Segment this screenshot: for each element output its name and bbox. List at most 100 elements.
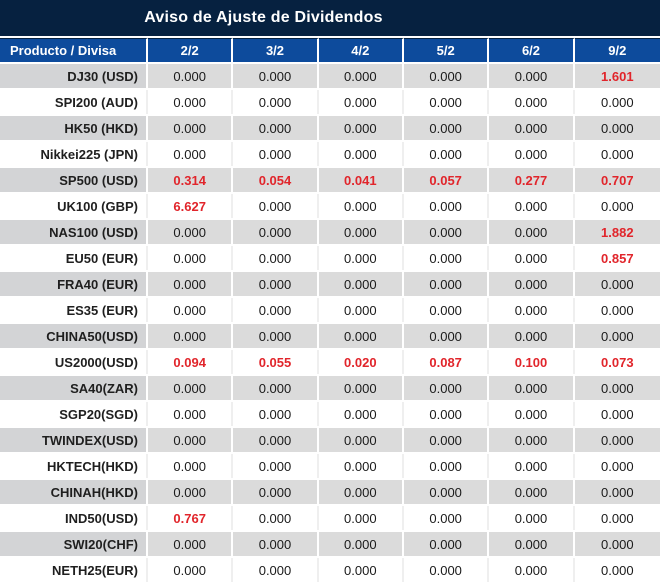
- adjustment-value-cell: 0.000: [318, 324, 404, 348]
- adjustment-value-cell: 0.000: [403, 116, 490, 140]
- adjustment-value-cell: 0.000: [233, 220, 319, 244]
- product-cell: HK50 (HKD): [0, 116, 148, 140]
- adjustment-value-cell: 0.000: [403, 272, 490, 296]
- adjustment-value-cell: 0.000: [148, 272, 234, 296]
- adjustment-value-cell: 0.000: [574, 480, 660, 504]
- table-row: Nikkei225 (JPN) 0.000 0.000 0.000 0.000 0.000…: [0, 142, 660, 166]
- table-row: SA40(ZAR) 0.000 0.000 0.000 0.000 0.000 0.000: [0, 376, 660, 400]
- table-row: HKTECH(HKD) 0.000 0.000 0.000 0.000 0.000 0.00…: [0, 454, 660, 478]
- adjustment-value-cell: 0.000: [489, 558, 575, 582]
- adjustment-value-cell: 0.000: [403, 298, 490, 322]
- adjustment-value-cell: 0.000: [574, 194, 660, 218]
- product-cell: CHINAH(HKD): [0, 480, 148, 504]
- adjustment-value-cell: 0.000: [233, 116, 319, 140]
- adjustment-value-cell-highlighted: 0.100: [489, 350, 575, 374]
- adjustment-value-cell: 0.000: [489, 194, 575, 218]
- table-row: SWI20(CHF) 0.000 0.000 0.000 0.000 0.000 0.000: [0, 532, 660, 556]
- adjustment-value-cell: 0.000: [574, 506, 660, 530]
- table-row: NETH25(EUR) 0.000 0.000 0.000 0.000 0.000 0.00…: [0, 558, 660, 582]
- adjustment-value-cell: 0.000: [148, 90, 234, 114]
- table-row: SPI200 (AUD) 0.000 0.000 0.000 0.000 0.000 0.0…: [0, 90, 660, 114]
- page-title: Aviso de Ajuste de Dividendos: [144, 9, 383, 26]
- adjustment-value-cell: 0.000: [233, 402, 319, 426]
- adjustment-value-cell: 0.000: [233, 532, 319, 556]
- adjustment-value-cell: 0.000: [318, 220, 404, 244]
- adjustment-value-cell: 0.000: [148, 532, 234, 556]
- product-cell: SWI20(CHF): [0, 532, 148, 556]
- column-header-date-6: 9/2: [574, 38, 660, 62]
- product-cell: Nikkei225 (JPN): [0, 142, 148, 166]
- adjustment-value-cell-highlighted: 0.277: [489, 168, 575, 192]
- adjustment-value-cell: 0.000: [148, 480, 234, 504]
- adjustment-value-cell: 0.000: [574, 324, 660, 348]
- adjustment-value-cell: 0.000: [318, 480, 404, 504]
- adjustment-value-cell-highlighted: 0.314: [148, 168, 234, 192]
- product-cell: ES35 (EUR): [0, 298, 148, 322]
- adjustment-value-cell: 0.000: [148, 558, 234, 582]
- column-header-date-3: 4/2: [318, 38, 404, 62]
- column-header-date-2: 3/2: [233, 38, 319, 62]
- adjustment-value-cell: 0.000: [148, 220, 234, 244]
- product-cell: EU50 (EUR): [0, 246, 148, 270]
- adjustment-value-cell: 0.000: [318, 402, 404, 426]
- adjustment-value-cell: 0.000: [574, 428, 660, 452]
- column-header-product: Producto / Divisa: [0, 38, 148, 62]
- table-row: EU50 (EUR) 0.000 0.000 0.000 0.000 0.000 0.857: [0, 246, 660, 270]
- table-row: CHINAH(HKD) 0.000 0.000 0.000 0.000 0.000 0.00…: [0, 480, 660, 504]
- adjustment-value-cell: 0.000: [574, 532, 660, 556]
- adjustment-value-cell: 0.000: [233, 454, 319, 478]
- adjustment-value-cell-highlighted: 0.767: [148, 506, 234, 530]
- adjustment-value-cell: 0.000: [318, 506, 404, 530]
- adjustment-value-cell: 0.000: [148, 454, 234, 478]
- adjustment-value-cell: 0.000: [574, 376, 660, 400]
- adjustment-value-cell: 0.000: [489, 428, 575, 452]
- product-cell: SGP20(SGD): [0, 402, 148, 426]
- adjustment-value-cell: 0.000: [403, 376, 490, 400]
- adjustment-value-cell-highlighted: 1.601: [574, 64, 660, 88]
- table-header-row: Producto / Divisa 2/2 3/2 4/2 5/2 6/2 9/…: [0, 38, 660, 62]
- column-header-date-5: 6/2: [489, 38, 575, 62]
- adjustment-value-cell-highlighted: 6.627: [148, 194, 234, 218]
- product-cell: SPI200 (AUD): [0, 90, 148, 114]
- adjustment-value-cell: 0.000: [574, 272, 660, 296]
- adjustment-value-cell: 0.000: [403, 480, 490, 504]
- adjustment-value-cell: 0.000: [489, 142, 575, 166]
- adjustment-value-cell: 0.000: [403, 428, 490, 452]
- adjustment-value-cell: 0.000: [489, 220, 575, 244]
- adjustment-value-cell: 0.000: [489, 116, 575, 140]
- adjustment-value-cell: 0.000: [233, 428, 319, 452]
- adjustment-value-cell: 0.000: [403, 402, 490, 426]
- adjustment-value-cell: 0.000: [318, 64, 404, 88]
- product-cell: TWINDEX(USD): [0, 428, 148, 452]
- adjustment-value-cell: 0.000: [489, 532, 575, 556]
- adjustment-value-cell-highlighted: 1.882: [574, 220, 660, 244]
- product-cell: IND50(USD): [0, 506, 148, 530]
- adjustment-value-cell: 0.000: [403, 64, 490, 88]
- adjustment-value-cell-highlighted: 0.094: [148, 350, 234, 374]
- adjustment-value-cell: 0.000: [489, 90, 575, 114]
- adjustment-value-cell: 0.000: [403, 246, 490, 270]
- product-cell: UK100 (GBP): [0, 194, 148, 218]
- column-header-date-4: 5/2: [403, 38, 490, 62]
- adjustment-value-cell: 0.000: [233, 324, 319, 348]
- table-row: DJ30 (USD) 0.000 0.000 0.000 0.000 0.000 1.601: [0, 64, 660, 88]
- adjustment-value-cell: 0.000: [148, 64, 234, 88]
- product-cell: NAS100 (USD): [0, 220, 148, 244]
- table-row: NAS100 (USD) 0.000 0.000 0.000 0.000 0.000 1.8…: [0, 220, 660, 244]
- adjustment-value-cell-highlighted: 0.041: [318, 168, 404, 192]
- table-row: ES35 (EUR) 0.000 0.000 0.000 0.000 0.000 0.000: [0, 298, 660, 322]
- adjustment-value-cell: 0.000: [318, 428, 404, 452]
- adjustment-value-cell: 0.000: [148, 324, 234, 348]
- adjustment-value-cell: 0.000: [148, 402, 234, 426]
- adjustment-value-cell: 0.000: [148, 428, 234, 452]
- product-cell: HKTECH(HKD): [0, 454, 148, 478]
- adjustment-value-cell-highlighted: 0.057: [403, 168, 490, 192]
- product-cell: NETH25(EUR): [0, 558, 148, 582]
- adjustment-value-cell: 0.000: [403, 142, 490, 166]
- adjustment-value-cell: 0.000: [233, 194, 319, 218]
- adjustment-value-cell: 0.000: [318, 90, 404, 114]
- adjustment-value-cell: 0.000: [233, 90, 319, 114]
- product-cell: CHINA50(USD): [0, 324, 148, 348]
- adjustment-value-cell: 0.000: [233, 246, 319, 270]
- adjustment-value-cell: 0.000: [318, 194, 404, 218]
